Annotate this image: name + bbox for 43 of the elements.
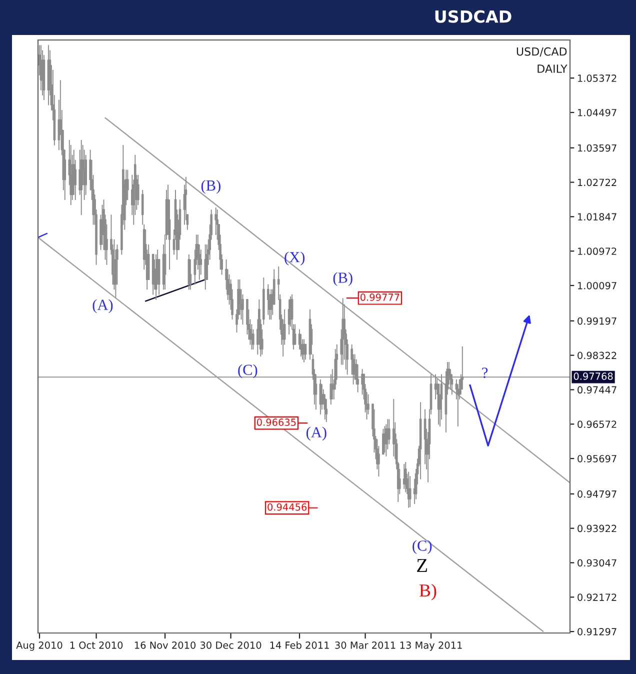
y-tick-label: 0.95697 (578, 455, 616, 462)
annotation: (A) (92, 299, 113, 314)
x-tick-label: Aug 2010 (16, 642, 62, 651)
annotation: 0.99777 (360, 294, 400, 301)
annotation: USD/CAD (516, 47, 567, 57)
annotation: Z (417, 559, 427, 572)
annotation: (X) (284, 252, 305, 266)
y-tick-label: 0.96572 (578, 420, 616, 428)
annotation: 0.94456 (268, 503, 307, 511)
y-tick-label: 1.01847 (578, 213, 616, 221)
y-tick-label: 1.04497 (578, 108, 616, 116)
annotation: 0.96635 (256, 418, 296, 426)
ref-line-label: 0.97768 (574, 372, 613, 380)
y-tick-label: 1.05372 (578, 74, 616, 82)
annotation: (C) (238, 364, 258, 378)
y-tick-label: 0.98322 (578, 352, 616, 360)
candlestick (189, 258, 192, 290)
annotation: B) (419, 584, 436, 600)
annotation: (B) (201, 180, 220, 194)
annotation: (C) (412, 540, 432, 554)
y-tick-label: 1.03597 (578, 144, 616, 152)
x-tick-label: 30 Dec 2010 (200, 642, 262, 649)
x-tick-label: 13 May 2011 (400, 642, 462, 651)
candlestick (325, 398, 328, 422)
x-tick-label: 1 Oct 2010 (70, 642, 123, 649)
y-tick-label: 1.02722 (578, 178, 616, 186)
x-tick-label: 14 Feb 2011 (270, 641, 329, 649)
y-tick-label: 0.97447 (578, 386, 616, 394)
y-tick-label: 0.92172 (578, 594, 616, 601)
annotation: ? (482, 368, 488, 378)
y-tick-label: 0.94797 (578, 490, 616, 498)
annotation: (A) (306, 426, 326, 441)
annotation: DAILY (538, 64, 568, 73)
x-tick-label: 16 Nov 2010 (134, 642, 196, 649)
chart-title: USDCAD (435, 10, 512, 23)
y-tick-label: 1.00972 (578, 248, 616, 255)
y-tick-label: 1.00097 (578, 282, 616, 290)
y-tick-label: 0.91297 (578, 628, 616, 636)
y-tick-label: 0.99197 (578, 317, 616, 325)
x-tick-label: 30 Mar 2011 (335, 642, 396, 649)
annotation: (B) (333, 272, 352, 286)
y-tick-label: 0.93047 (578, 559, 616, 567)
y-tick-label: 0.93922 (578, 524, 616, 532)
